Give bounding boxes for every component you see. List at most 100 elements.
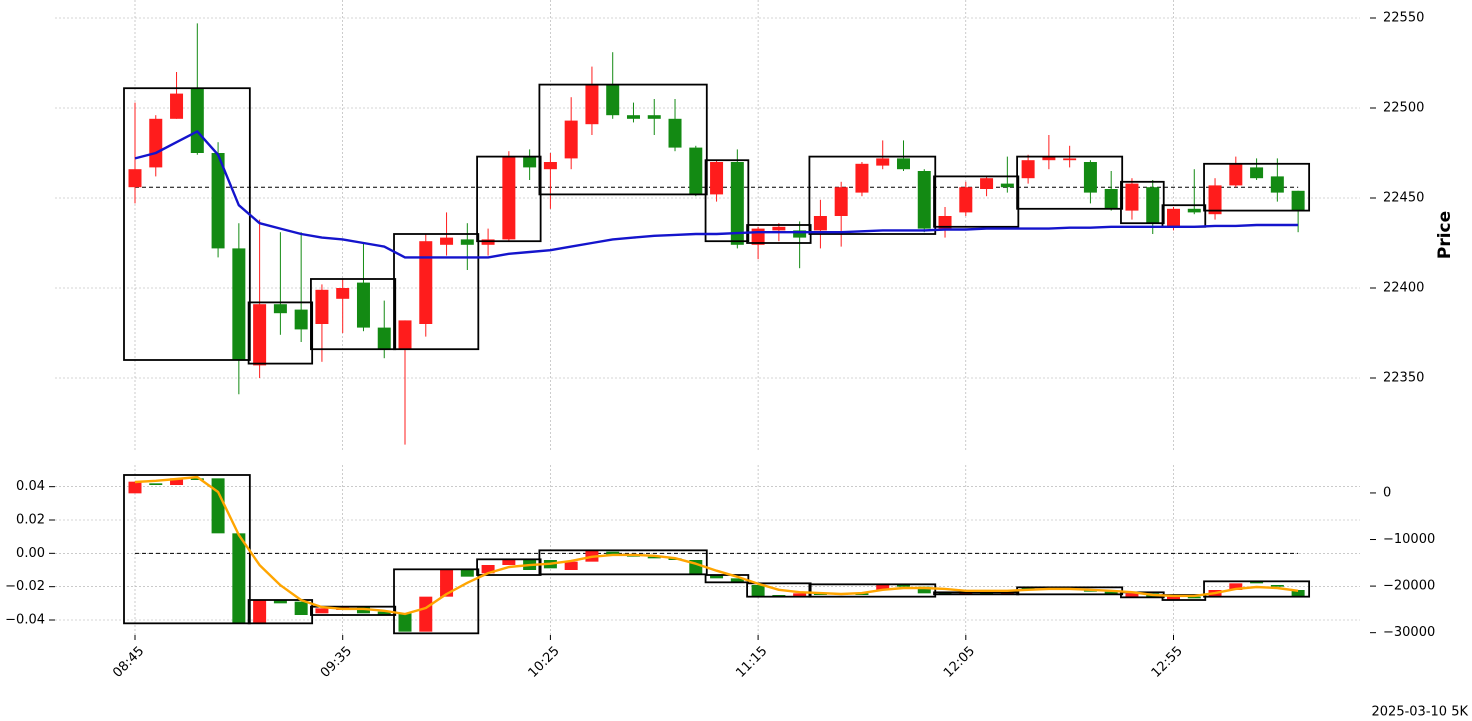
candle-body [813, 216, 827, 231]
candle-body [481, 565, 495, 574]
candle-body [1270, 176, 1284, 193]
candle-body [917, 171, 931, 229]
candle-body [1021, 587, 1035, 589]
candle-body [1167, 208, 1180, 227]
y-tick-label: 22550 [1383, 11, 1424, 26]
candle-body [419, 596, 433, 632]
range-box [393, 233, 480, 351]
range-box [247, 301, 314, 365]
candle-body [1229, 583, 1243, 590]
candle-body [793, 593, 807, 597]
range-box [538, 83, 708, 196]
candle-body [626, 115, 640, 119]
range-box [123, 87, 251, 361]
candle-body [896, 158, 910, 170]
candle-body [1021, 160, 1035, 179]
candle-body [1187, 208, 1201, 213]
candle-body [1125, 183, 1139, 211]
range-box [933, 175, 1020, 228]
candle-body [1104, 189, 1118, 209]
range-box [704, 574, 750, 584]
range-box [1203, 580, 1311, 598]
range-box [1203, 162, 1311, 212]
candle-body [710, 575, 724, 579]
x-tick-label: 12:05 [941, 644, 978, 681]
y-tick-label: 22500 [1383, 101, 1424, 116]
candle-body [668, 118, 682, 148]
chart-annotation: 2025-03-10 5K [1372, 705, 1469, 720]
candle-body [564, 561, 578, 570]
candle-body [190, 478, 204, 480]
range-box [310, 278, 397, 351]
candle-body [253, 304, 267, 366]
candle-body [1000, 183, 1014, 188]
candle-body [149, 118, 163, 168]
candle-body [876, 585, 890, 590]
candle-body [980, 178, 994, 189]
candle-body [398, 320, 412, 350]
candle-body [730, 578, 744, 582]
range-box [933, 591, 1020, 596]
candle-body [585, 84, 599, 125]
y2-tick-label: −20000 [1383, 579, 1435, 594]
candle-body [1167, 596, 1180, 600]
candle-body [959, 187, 973, 213]
candle-body [938, 592, 952, 594]
y-tick-label: 0.00 [16, 546, 45, 561]
y-tick-label: 22350 [1383, 371, 1424, 386]
candle-body [1229, 163, 1243, 186]
range-box [393, 568, 480, 635]
range-box [1120, 180, 1165, 225]
candle-body [606, 551, 620, 555]
candle-body [294, 309, 308, 330]
candle-body [523, 156, 537, 168]
y-tick-label: 0.04 [16, 479, 45, 494]
candle-body [1042, 156, 1056, 161]
candle-body [128, 169, 142, 188]
range-box [808, 155, 937, 235]
x-tick-label: 10:25 [526, 644, 563, 681]
candle-body [128, 481, 142, 494]
y2-tick-label: 0 [1383, 485, 1391, 500]
candle-body [1083, 162, 1097, 193]
y2-tick-label: −10000 [1383, 532, 1435, 547]
candle-body [460, 570, 474, 577]
candle-body [710, 162, 724, 195]
candle-body [1291, 190, 1305, 211]
candle-body [855, 163, 869, 193]
candle-body [751, 585, 765, 597]
candle-body [460, 239, 474, 245]
candle-body [211, 478, 225, 534]
candle-body [440, 570, 454, 597]
line-series [134, 475, 1299, 616]
candle-body [730, 162, 744, 245]
candle-body [315, 608, 329, 614]
range-box [476, 558, 542, 576]
candle-body [1063, 158, 1077, 161]
candle-body [170, 93, 184, 119]
y-tick-label: −0.02 [5, 579, 45, 594]
range-box [808, 583, 937, 598]
candle-body [793, 230, 807, 238]
candle-body [876, 158, 890, 166]
candle-body [1291, 590, 1305, 597]
range-box [704, 159, 750, 243]
candle-body [896, 585, 910, 587]
candle-body [315, 289, 329, 324]
line-series [134, 130, 1299, 259]
candle-body [502, 560, 516, 565]
candle-body [336, 288, 350, 299]
range-box [247, 599, 314, 625]
range-box [1016, 155, 1124, 210]
candle-body [232, 533, 246, 624]
candle-body [232, 248, 246, 360]
candle-body [1270, 585, 1284, 587]
candle-body [606, 84, 620, 116]
candle-body [440, 237, 454, 245]
candle-body [273, 600, 287, 604]
y-axis-label: Price [1435, 211, 1455, 259]
range-box [123, 474, 251, 625]
candle-body [1250, 167, 1264, 179]
